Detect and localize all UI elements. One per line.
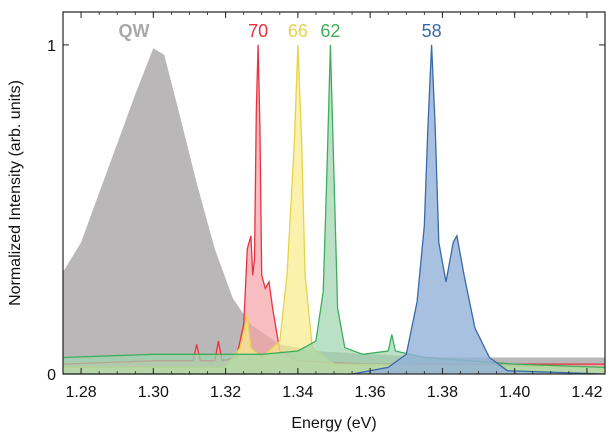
x-tick-label: 1.34 (282, 384, 313, 401)
series-label-62: 62 (320, 21, 340, 41)
series-label-58: 58 (422, 21, 442, 41)
x-tick-label: 1.36 (355, 384, 386, 401)
y-tick-label: 1 (47, 38, 56, 55)
series-66-line (63, 44, 606, 369)
series-label-66: 66 (288, 21, 308, 41)
y-axis-title: Normalized Intensity (arb. units) (7, 80, 24, 306)
y-tick-label: 0 (47, 367, 56, 384)
series-qw-area (63, 48, 605, 374)
x-tick-label: 1.40 (499, 384, 530, 401)
x-tick-label: 1.30 (138, 384, 169, 401)
x-tick-label: 1.38 (427, 384, 458, 401)
series-layer (62, 44, 606, 375)
x-tick-label: 1.28 (65, 384, 96, 401)
series-58-line (63, 44, 606, 375)
series-labels: QW 70 66 62 58 (119, 21, 442, 41)
x-tick-label: 1.32 (210, 384, 241, 401)
series-62-line (62, 44, 606, 369)
ticks-layer: 1.28 1.30 1.32 1.34 1.36 1.38 1.40 1.42 0 1 (47, 12, 606, 401)
x-tick-label: 1.42 (571, 384, 602, 401)
series-label-qw: QW (119, 21, 150, 41)
x-axis-title: Energy (eV) (291, 415, 376, 432)
series-62-area (63, 44, 605, 375)
series-label-70: 70 (248, 21, 268, 41)
